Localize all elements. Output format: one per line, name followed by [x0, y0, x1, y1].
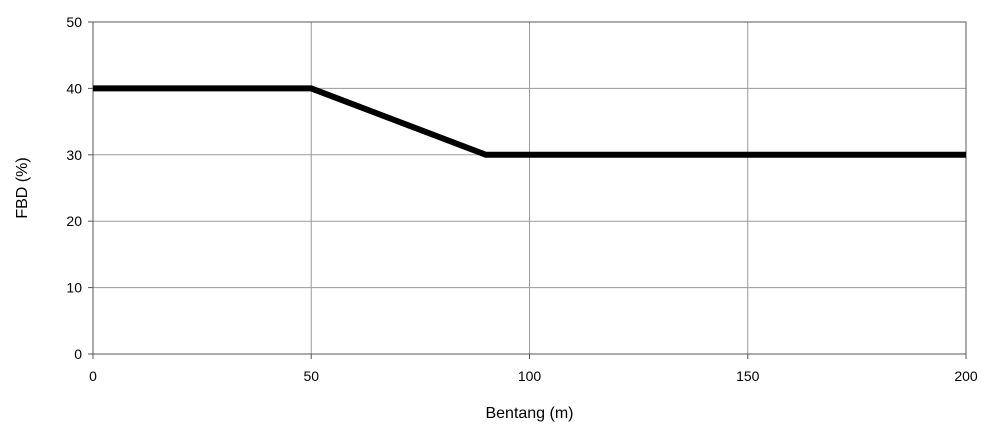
y-axis-title: FBD (%): [14, 157, 31, 218]
y-tick-label: 20: [66, 213, 82, 229]
x-tick-label: 50: [303, 368, 319, 384]
y-tick-label: 10: [66, 280, 82, 296]
y-tick-label: 50: [66, 14, 82, 30]
y-tick-label: 30: [66, 147, 82, 163]
x-tick-label: 150: [736, 368, 760, 384]
y-tick-label: 40: [66, 80, 82, 96]
x-axis-title: Bentang (m): [485, 405, 573, 422]
y-tick-label: 0: [74, 346, 82, 362]
x-tick-label: 0: [89, 368, 97, 384]
ticks: 0 50 100 150 200 0 10 20 30 40 50: [66, 14, 977, 384]
x-tick-label: 100: [518, 368, 542, 384]
x-tick-label: 200: [954, 368, 978, 384]
grid: [93, 22, 966, 354]
